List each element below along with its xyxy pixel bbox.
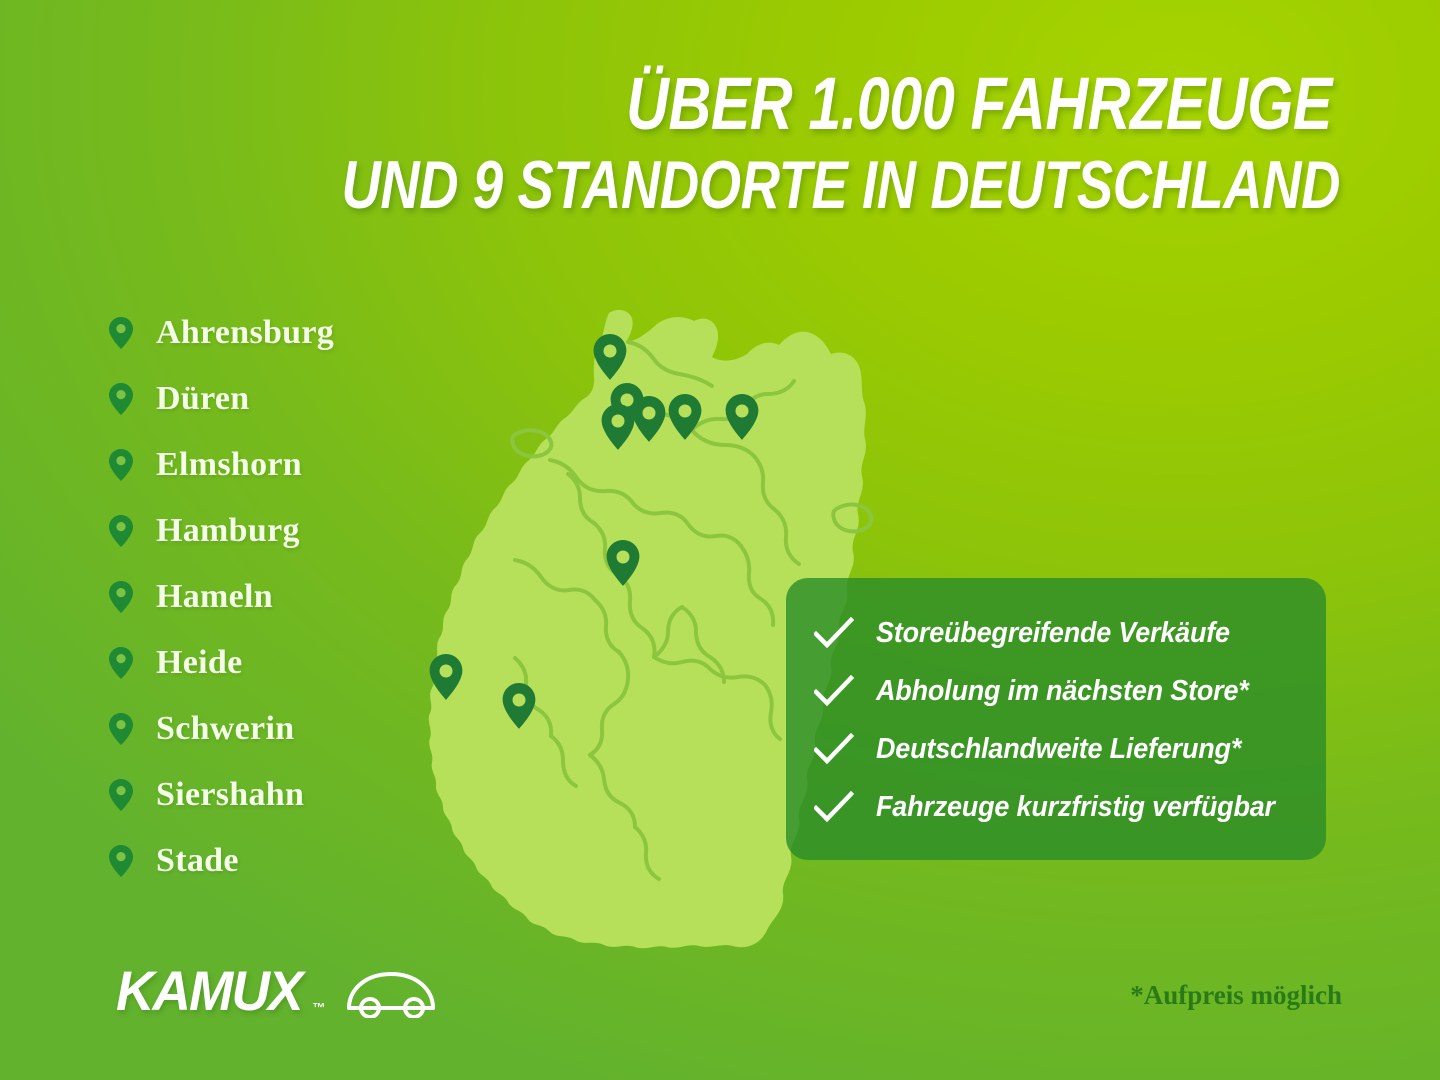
city-name: Siershahn: [156, 776, 305, 813]
map-marker-schwerin[interactable]: [725, 394, 759, 440]
map-marker-dueren[interactable]: [429, 654, 463, 700]
map-markers: [429, 334, 759, 729]
city-list-item[interactable]: Siershahn: [108, 762, 438, 828]
city-list-item[interactable]: Hamburg: [108, 498, 438, 564]
map-marker-hameln[interactable]: [606, 540, 640, 586]
car-outline-icon: [347, 971, 436, 1018]
city-list-item[interactable]: Schwerin: [108, 696, 438, 762]
kamux-logo[interactable]: KAMUX ™: [116, 962, 437, 1020]
map-pin-icon: [109, 647, 133, 679]
footnote: *Aufpreis möglich: [1130, 980, 1342, 1010]
map-state-borders: [513, 340, 801, 881]
map-pin-icon: [109, 713, 133, 745]
city-list-item[interactable]: Düren: [108, 366, 438, 432]
map-marker-ahrensburg[interactable]: [668, 394, 702, 440]
feature-text: Abholung im nächsten Store*: [876, 675, 1249, 707]
map-pin-icon: [109, 383, 133, 415]
city-name: Elmshorn: [156, 446, 302, 483]
feature-item: Abholung im nächsten Store*: [814, 662, 1306, 720]
check-icon: [814, 675, 854, 707]
city-name: Heide: [156, 644, 243, 681]
city-list-item[interactable]: Ahrensburg: [108, 300, 438, 366]
city-name: Stade: [156, 842, 239, 879]
map-pin-icon: [109, 581, 133, 613]
headline: ÜBER 1.000 FAHRZEUGE UND 9 STANDORTE IN …: [0, 62, 1341, 224]
map-marker-hamburg[interactable]: [632, 396, 666, 442]
city-list-item[interactable]: Elmshorn: [108, 432, 438, 498]
city-list-item[interactable]: Heide: [108, 630, 438, 696]
feature-text: Deutschlandweite Lieferung*: [876, 733, 1242, 765]
map-pin-icon: [109, 515, 133, 547]
city-name: Ahrensburg: [156, 314, 335, 351]
headline-line-2: UND 9 STANDORTE IN DEUTSCHLAND: [341, 147, 1341, 223]
check-icon: [814, 791, 854, 823]
map-marker-stade[interactable]: [601, 404, 635, 450]
trademark-symbol: ™: [312, 1000, 326, 1015]
map-lake-detail: [510, 428, 874, 534]
city-name: Düren: [156, 380, 250, 417]
map-marker-heide[interactable]: [593, 334, 627, 380]
feature-text: Fahrzeuge kurzfristig verfügbar: [876, 791, 1275, 823]
map-pin-icon: [109, 845, 133, 877]
map-country-shape: [428, 309, 866, 949]
map-pin-icon: [109, 449, 133, 481]
feature-box: Storeübegreifende Verkäufe Abholung im n…: [786, 578, 1326, 860]
feature-text: Storeübegreifende Verkäufe: [876, 617, 1230, 649]
feature-item: Fahrzeuge kurzfristig verfügbar: [814, 778, 1306, 836]
city-list-item[interactable]: Hameln: [108, 564, 438, 630]
feature-item: Deutschlandweite Lieferung*: [814, 720, 1306, 778]
check-icon: [814, 733, 854, 765]
check-icon: [814, 617, 854, 649]
germany-map: [395, 288, 915, 998]
city-name: Schwerin: [156, 710, 295, 747]
city-name: Hameln: [156, 578, 274, 615]
map-marker-siershahn[interactable]: [502, 683, 536, 729]
city-name: Hamburg: [156, 512, 300, 549]
feature-item: Storeübegreifende Verkäufe: [814, 604, 1306, 662]
logo-wordmark: KAMUX: [116, 959, 303, 1022]
headline-line-1: ÜBER 1.000 FAHRZEUGE: [626, 62, 1332, 145]
city-list-item[interactable]: Stade: [108, 828, 438, 894]
city-list: Ahrensburg Düren Elmshorn Hamburg: [108, 300, 438, 894]
map-pin-icon: [109, 779, 133, 811]
map-pin-icon: [109, 317, 133, 349]
